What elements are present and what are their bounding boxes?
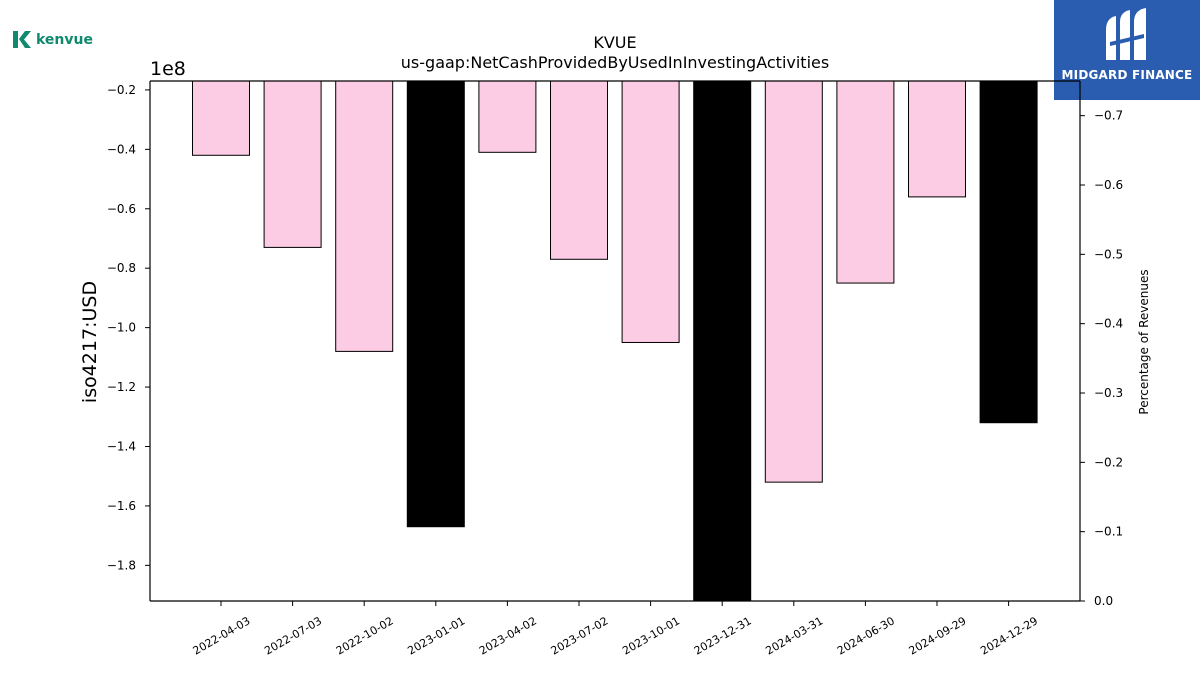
midgard-finance-logo: MIDGARD FINANCE <box>1054 0 1200 100</box>
x-tick-label: 2023-10-01 <box>620 614 682 657</box>
midgard-emblem-icon <box>1106 8 1146 60</box>
midgard-logo-text: MIDGARD FINANCE <box>1061 68 1193 82</box>
bar-2024-09-29 <box>908 80 966 198</box>
y-tick-label: −0.6 <box>107 202 136 216</box>
secondary-y-axis-ticks: −0.7 −0.6 −0.5 −0.4 −0.3 −0.2 −0.1 0.0 <box>1080 109 1123 608</box>
y-tick-label: −1.2 <box>107 380 136 394</box>
x-tick-label: 2023-01-01 <box>405 614 467 657</box>
bar-2024-03-31 <box>764 80 823 483</box>
x-tick-label: 2024-03-31 <box>763 614 825 657</box>
x-tick-label: 2022-07-03 <box>262 614 324 657</box>
y-tick-label: −1.6 <box>107 499 136 513</box>
y2-tick-label: −0.4 <box>1094 317 1123 331</box>
y2-tick-label: −0.3 <box>1094 386 1123 400</box>
x-tick-label: 2024-06-30 <box>835 614 897 657</box>
x-tick-label: 2022-04-03 <box>191 614 253 657</box>
bar-2022-04-03 <box>192 80 250 156</box>
chart-subtitle: us-gaap:NetCashProvidedByUsedInInvesting… <box>401 53 829 72</box>
secondary-y-axis-label: Percentage of Revenues <box>1137 269 1151 414</box>
y-tick-label: −0.4 <box>107 142 136 156</box>
y2-tick-label: −0.5 <box>1094 247 1123 261</box>
bars-group <box>192 80 1038 602</box>
y-tick-label: −0.8 <box>107 261 136 275</box>
y-axis-label: iso4217:USD <box>79 281 101 403</box>
bar-2023-10-01 <box>621 80 680 343</box>
chart-title: KVUE <box>593 33 636 52</box>
x-tick-label: 2022-10-02 <box>334 614 396 657</box>
x-tick-label: 2023-07-02 <box>549 614 611 657</box>
y-tick-label: −1.0 <box>107 321 136 335</box>
bar-2023-04-02 <box>478 80 537 153</box>
kenvue-logo: kenvue <box>13 31 93 48</box>
x-tick-label: 2023-12-31 <box>692 614 754 657</box>
y-axis-ticks: −0.2 −0.4 −0.6 −0.8 −1.0 −1.2 −1.4 −1.6 −1.8 <box>107 83 150 572</box>
y2-tick-label: −0.7 <box>1094 109 1123 123</box>
kenvue-logo-text: kenvue <box>36 32 93 48</box>
y2-tick-label: −0.2 <box>1094 455 1123 469</box>
y-tick-label: −0.2 <box>107 83 136 97</box>
bar-2023-01-01 <box>406 80 465 528</box>
bar-2022-07-03 <box>263 80 322 248</box>
x-tick-label: 2024-12-29 <box>978 614 1040 657</box>
x-tick-label: 2023-04-02 <box>477 614 539 657</box>
y2-tick-label: −0.1 <box>1094 525 1123 539</box>
bar-2024-06-30 <box>836 80 895 284</box>
bar-2023-12-31 <box>693 80 752 602</box>
y-tick-label: −1.8 <box>107 558 136 572</box>
bar-2022-10-02 <box>335 80 394 352</box>
x-axis-ticks: 2022-04-03 2022-07-03 2022-10-02 2023-01-01… <box>191 601 1040 658</box>
y2-tick-label: 0.0 <box>1094 594 1113 608</box>
y-axis-offset-label: 1e8 <box>150 58 186 80</box>
x-tick-label: 2024-09-29 <box>907 614 969 657</box>
bar-2024-12-29 <box>979 80 1038 424</box>
bar-2023-07-02 <box>550 80 608 260</box>
y2-tick-label: −0.6 <box>1094 178 1123 192</box>
y-tick-label: −1.4 <box>107 439 136 453</box>
